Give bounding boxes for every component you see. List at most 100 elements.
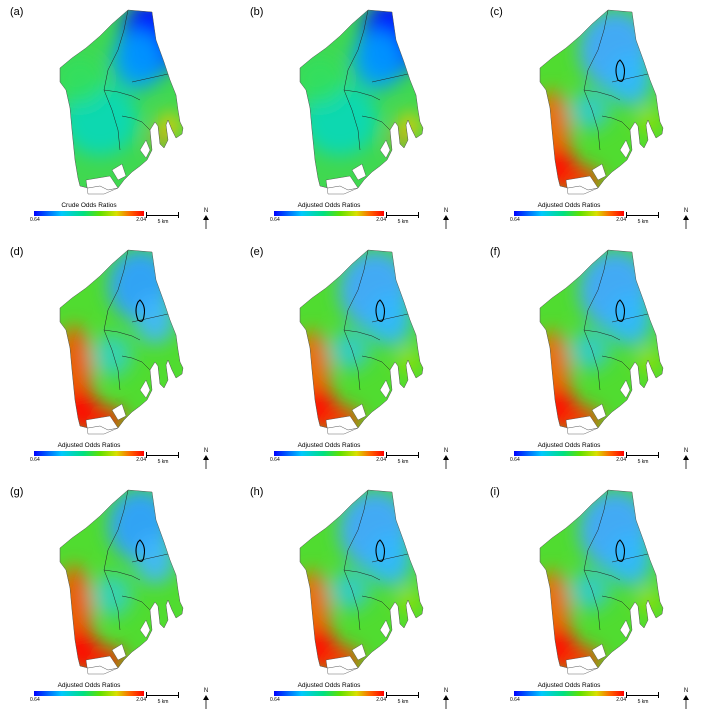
- surface-blob: [570, 570, 610, 610]
- legend-color-bar: [34, 451, 144, 456]
- district-boundary: [343, 249, 369, 391]
- district-boundary: [583, 489, 609, 631]
- coastal-gap: [111, 163, 127, 181]
- legend-title: Adjusted Odds Ratios: [297, 442, 361, 449]
- choropleth-map: [299, 9, 424, 195]
- north-arrow-icon: [683, 455, 689, 469]
- region-outline: [59, 9, 184, 191]
- legend-min-value: 0.64: [30, 217, 40, 223]
- legend-title: Adjusted Odds Ratios: [57, 442, 121, 449]
- coastal-gap: [351, 403, 367, 421]
- coastal-gap: [379, 379, 391, 399]
- region-outline: [539, 489, 664, 671]
- lake-outline: [375, 539, 386, 562]
- legend-min-value: 0.64: [510, 697, 520, 703]
- north-label: N: [683, 688, 689, 694]
- legend-max-value: 2.04: [376, 217, 386, 223]
- color-legend: Adjusted Odds Ratios 0.64 2.04: [270, 202, 388, 232]
- north-label: N: [683, 448, 689, 454]
- legend-color-bar: [274, 211, 384, 216]
- color-legend: Crude Odds Ratios 0.64 2.04: [30, 202, 148, 232]
- region-outline: [299, 489, 424, 671]
- district-boundary: [601, 355, 631, 371]
- district-boundary: [103, 489, 129, 631]
- color-legend: Adjusted Odds Ratios 0.64 2.04: [510, 202, 628, 232]
- scale-bar-label: 5 km: [397, 219, 409, 225]
- scale-bar: 5 km: [626, 212, 660, 226]
- lake-outline: [615, 59, 626, 82]
- coastal-gap: [619, 139, 631, 159]
- legend-title: Crude Odds Ratios: [61, 202, 117, 209]
- district-boundary: [361, 355, 391, 371]
- choropleth-map: [59, 9, 184, 195]
- surface-blob: [112, 30, 164, 90]
- region-outline: [299, 9, 424, 191]
- surface-blob: [135, 536, 175, 584]
- coastal-gap: [139, 139, 151, 159]
- surface-blob: [352, 30, 404, 90]
- legend-max-value: 2.04: [136, 697, 146, 703]
- color-legend: Adjusted Odds Ratios 0.64 2.04: [30, 442, 148, 472]
- legend-color-bar: [514, 691, 624, 696]
- north-arrow-icon: [443, 695, 449, 709]
- scale-bar: 5 km: [626, 452, 660, 466]
- north-arrow-icon: [203, 455, 209, 469]
- surface-blob: [368, 294, 412, 346]
- district-boundary: [121, 355, 151, 371]
- north-label: N: [683, 208, 689, 214]
- map-panel-f: (f) Adjusted Odds Ratios 0.64 2.04 5 km …: [480, 240, 720, 480]
- scale-bar: 5 km: [146, 212, 180, 226]
- north-arrow-icon: [683, 215, 689, 229]
- north-arrow: N: [680, 208, 692, 232]
- district-boundary: [121, 115, 151, 131]
- surface-blob: [570, 330, 610, 370]
- coastal-gap: [591, 163, 607, 181]
- map-panel-b: (b) Adjusted Odds Ratios 0.64 2.04 5 km …: [240, 0, 480, 240]
- coastal-gap: [111, 403, 127, 421]
- north-arrow-icon: [443, 215, 449, 229]
- surface-blob: [92, 333, 132, 377]
- district-boundary: [343, 9, 369, 151]
- panel-label: (i): [490, 486, 500, 498]
- district-boundary: [103, 89, 141, 101]
- legend-color-bar: [34, 691, 144, 696]
- north-label: N: [443, 208, 449, 214]
- north-arrow: N: [440, 208, 452, 232]
- coastal-gap: [619, 379, 631, 399]
- north-arrow: N: [680, 448, 692, 472]
- district-boundary: [361, 595, 391, 611]
- lake-outline: [375, 299, 386, 322]
- region-outline: [539, 249, 664, 431]
- north-arrow: N: [440, 448, 452, 472]
- surface-blob: [300, 55, 345, 105]
- legend-max-value: 2.04: [616, 217, 626, 223]
- coastal-gap: [139, 379, 151, 399]
- north-arrow: N: [200, 688, 212, 712]
- district-boundary: [371, 73, 409, 83]
- choropleth-map: [539, 249, 664, 435]
- legend-title: Adjusted Odds Ratios: [537, 202, 601, 209]
- legend-min-value: 0.64: [270, 457, 280, 463]
- map-panel-c: (c) Adjusted Odds Ratios 0.64 2.04 5 km …: [480, 0, 720, 240]
- region-outline: [299, 249, 424, 431]
- legend-color-bar: [514, 451, 624, 456]
- surface-blob: [608, 534, 652, 586]
- map-panel-e: (e) Adjusted Odds Ratios 0.64 2.04 5 km …: [240, 240, 480, 480]
- district-boundary: [343, 489, 369, 631]
- scale-bar-label: 5 km: [637, 459, 649, 465]
- legend-min-value: 0.64: [510, 217, 520, 223]
- legend-color-bar: [34, 211, 144, 216]
- panel-label: (f): [490, 246, 501, 258]
- legend-title: Adjusted Odds Ratios: [57, 682, 121, 689]
- region-outline: [59, 249, 184, 431]
- surface-blob: [608, 54, 652, 106]
- district-boundary: [343, 329, 381, 341]
- scale-bar-label: 5 km: [637, 219, 649, 225]
- legend-max-value: 2.04: [136, 457, 146, 463]
- region-outline: [539, 9, 664, 191]
- lake-outline: [615, 299, 626, 322]
- scale-bar: 5 km: [146, 452, 180, 466]
- map-panel-a: (a) Crude Odds Ratios 0.64 2.04 5 km N: [0, 0, 240, 240]
- scale-bar: 5 km: [386, 452, 420, 466]
- district-boundary: [583, 249, 609, 391]
